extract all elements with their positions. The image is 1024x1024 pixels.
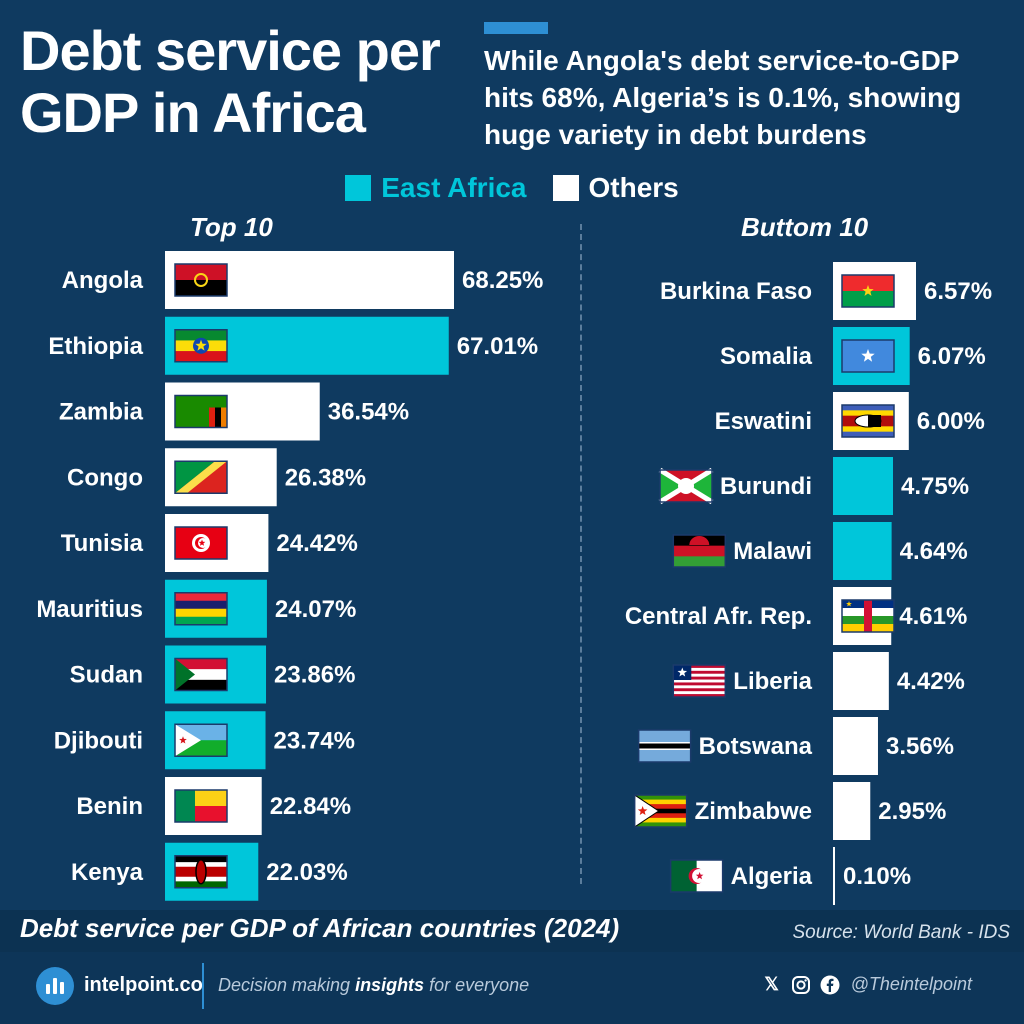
instagram-icon[interactable] xyxy=(791,975,811,995)
flag-benin-icon xyxy=(174,789,228,823)
category-label-congo: Congo xyxy=(67,464,143,491)
x-icon[interactable]: 𝕏 xyxy=(764,974,779,994)
legend-swatch-east-africa xyxy=(345,175,372,201)
value-label-zimbabwe: 2.95% xyxy=(878,798,946,825)
bar-zimbabwe xyxy=(833,782,871,840)
flag-botswana-icon xyxy=(637,729,692,763)
social-links: 𝕏 @Theintelpoint xyxy=(762,974,972,995)
category-label-zimbabwe: Zimbabwe xyxy=(695,798,812,825)
footer-chart-title: Debt service per GDP of African countrie… xyxy=(20,913,620,943)
footer-band xyxy=(0,910,1024,952)
value-label-eswatini: 6.00% xyxy=(917,408,985,435)
category-label-tunisia: Tunisia xyxy=(61,530,144,557)
flag-djibouti-icon xyxy=(174,723,228,757)
value-label-benin: 22.84% xyxy=(270,793,351,820)
flag-eswatini-icon xyxy=(841,404,895,438)
value-label-burundi: 4.75% xyxy=(901,473,969,500)
value-label-mauritius: 24.07% xyxy=(275,596,356,623)
legend-label-others: Others xyxy=(588,172,679,203)
flag-congo-icon xyxy=(174,460,228,494)
value-label-somalia: 6.07% xyxy=(918,343,986,370)
panel-divider xyxy=(580,224,582,884)
flag-ethiopia-icon xyxy=(174,329,228,363)
flag-malawi-icon xyxy=(672,534,727,568)
tagline: Decision making insights for everyone xyxy=(218,975,529,996)
value-label-djibouti: 23.74% xyxy=(274,727,355,754)
flag-central-afr-rep-icon xyxy=(841,599,895,633)
legend: East Africa Others xyxy=(0,172,1024,204)
bar-botswana xyxy=(833,717,878,775)
category-label-sudan: Sudan xyxy=(70,662,143,689)
legend-label-east-africa: East Africa xyxy=(381,172,527,203)
category-label-angola: Angola xyxy=(62,267,144,294)
subtitle: While Angola's debt service-to-GDP hits … xyxy=(484,45,962,150)
bar-malawi xyxy=(833,522,892,580)
value-label-malawi: 4.64% xyxy=(900,538,968,565)
value-label-zambia: 36.54% xyxy=(328,399,409,426)
legend-item-others: Others xyxy=(552,172,679,204)
bar-burundi xyxy=(833,457,894,515)
category-label-central-afr-rep: Central Afr. Rep. xyxy=(625,603,812,630)
accent-bar xyxy=(484,22,548,34)
bottom-bar xyxy=(0,952,1024,1024)
flag-sudan-icon xyxy=(174,657,228,692)
flag-zimbabwe-icon xyxy=(633,794,688,828)
category-label-burundi: Burundi xyxy=(720,473,812,500)
brand-name[interactable]: intelpoint.co xyxy=(84,974,203,996)
value-label-kenya: 22.03% xyxy=(266,859,347,886)
bar-liberia xyxy=(833,652,889,710)
category-label-ethiopia: Ethiopia xyxy=(48,333,143,360)
value-label-congo: 26.38% xyxy=(285,464,366,491)
legend-swatch-others xyxy=(552,175,579,201)
value-label-sudan: 23.86% xyxy=(274,662,355,689)
category-label-somalia: Somalia xyxy=(720,343,813,370)
value-label-central-afr-rep: 4.61% xyxy=(899,603,967,630)
facebook-icon[interactable] xyxy=(820,975,840,995)
flag-liberia-icon xyxy=(672,664,727,698)
value-label-botswana: 3.56% xyxy=(886,733,954,760)
category-label-kenya: Kenya xyxy=(71,859,144,886)
category-label-benin: Benin xyxy=(76,793,143,820)
bar-algeria xyxy=(833,847,835,905)
social-handle[interactable]: @Theintelpoint xyxy=(850,974,972,994)
footer-source: Source: World Bank - IDS xyxy=(792,922,1010,943)
value-label-ethiopia: 67.01% xyxy=(457,333,538,360)
value-label-liberia: 4.42% xyxy=(897,668,965,695)
category-label-mauritius: Mauritius xyxy=(36,596,143,623)
category-label-burkina-faso: Burkina Faso xyxy=(660,278,812,305)
category-label-zambia: Zambia xyxy=(59,399,144,426)
tagline-start: Decision making xyxy=(218,975,356,995)
value-label-tunisia: 24.42% xyxy=(276,530,357,557)
legend-item-east-africa: East Africa xyxy=(345,172,527,204)
category-label-eswatini: Eswatini xyxy=(715,408,812,435)
flag-somalia-icon xyxy=(841,339,895,373)
tagline-bold: insights xyxy=(355,975,425,995)
flag-zambia-icon xyxy=(174,394,228,429)
brand-separator xyxy=(202,963,204,1009)
category-label-algeria: Algeria xyxy=(731,863,813,890)
flag-angola-icon xyxy=(174,263,228,297)
category-label-botswana: Botswana xyxy=(699,733,813,760)
flag-mauritius-icon xyxy=(174,592,228,626)
value-label-burkina-faso: 6.57% xyxy=(924,278,992,305)
flag-kenya-icon xyxy=(174,855,228,889)
value-label-algeria: 0.10% xyxy=(843,863,911,890)
flag-burkina-faso-icon xyxy=(841,274,895,308)
section-title-top: Top 10 xyxy=(190,212,273,242)
logo-icon[interactable] xyxy=(36,967,74,1005)
category-label-djibouti: Djibouti xyxy=(54,727,143,754)
page-title: Debt service per GDP in Africa xyxy=(20,19,441,144)
tagline-end: for everyone xyxy=(424,975,530,995)
flag-tunisia-icon xyxy=(174,526,228,560)
category-label-liberia: Liberia xyxy=(733,668,812,695)
flag-algeria-icon xyxy=(669,859,724,893)
section-title-bottom: Buttom 10 xyxy=(741,212,869,242)
flag-burundi-icon xyxy=(658,467,714,505)
value-label-angola: 68.25% xyxy=(462,267,543,294)
bar-chart: Angola 68.25% Ethiopia 67.01% Zambia 36.54% Co… xyxy=(36,251,992,905)
category-label-malawi: Malawi xyxy=(733,538,812,565)
